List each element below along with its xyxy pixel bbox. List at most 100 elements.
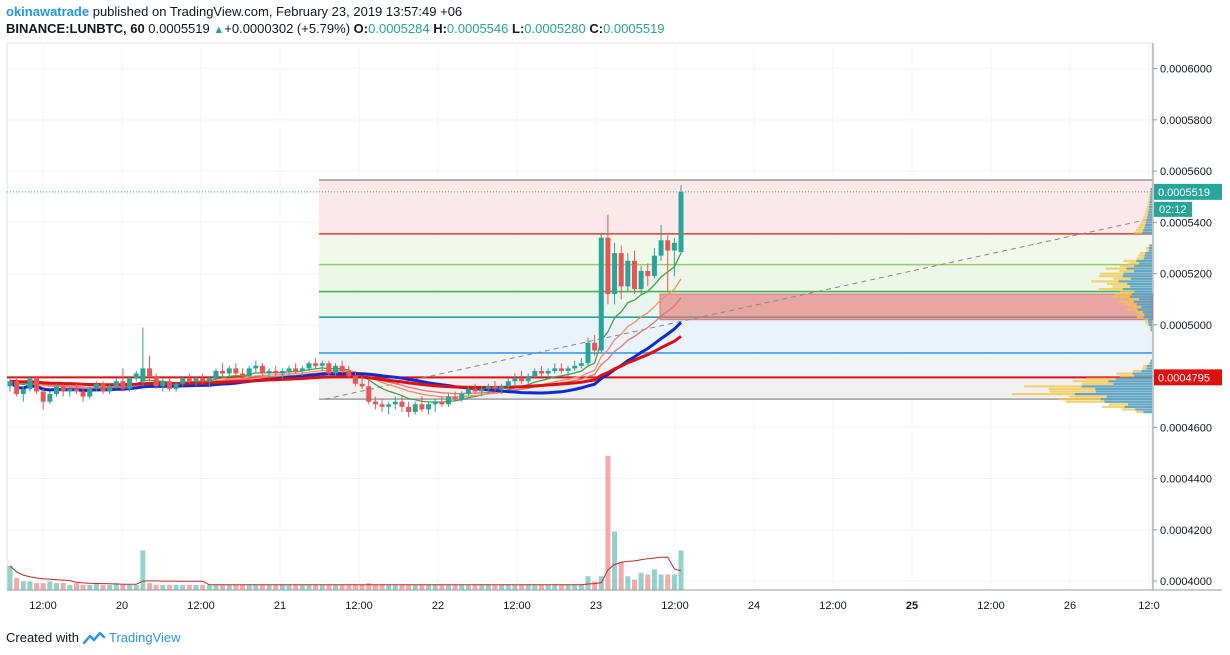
volume-profile-bar <box>1100 398 1152 401</box>
volume-bar <box>485 584 491 590</box>
tradingview-brand[interactable]: TradingView <box>108 630 181 645</box>
candle-body <box>7 381 13 387</box>
y-tick-label: 0.0006000 <box>1160 64 1212 76</box>
candle-body <box>525 376 531 382</box>
candle-body <box>479 388 485 392</box>
volume-profile-bar <box>1146 218 1152 221</box>
volume-bar <box>558 584 564 590</box>
candle-body <box>200 378 206 382</box>
candle-body <box>60 386 66 392</box>
volume-bar <box>113 583 119 590</box>
volume-bars <box>7 455 684 590</box>
volume-bar <box>612 531 618 590</box>
candle-body <box>213 370 219 379</box>
volume-profile-bar <box>1150 326 1152 329</box>
fib-retracement[interactable] <box>7 179 1153 400</box>
created-with-text: Created with <box>6 630 79 645</box>
price-axis[interactable]: 0.0004000 0.0004200 0.0004400 0.0004600 0.00… <box>1153 64 1212 588</box>
volume-bar <box>479 584 485 590</box>
volume-bar <box>67 584 73 590</box>
x-tick-label: 21 <box>274 600 286 612</box>
candle-body <box>578 363 584 366</box>
volume-profile-bar <box>1133 300 1152 303</box>
volume-bar <box>120 584 126 590</box>
volume-bar <box>625 576 631 590</box>
x-tick-label: 25 <box>906 600 918 612</box>
volume-profile-bar <box>1150 198 1152 201</box>
volume-bar <box>638 572 644 590</box>
volume-bar <box>658 574 664 590</box>
volume-bar <box>213 584 219 590</box>
volume-bar <box>47 581 53 590</box>
volume-bar <box>27 581 33 590</box>
last-price-badge: 0.0005519 02:12 <box>1154 183 1222 217</box>
volume-profile-bar <box>1108 380 1152 383</box>
volume-bar <box>80 584 86 590</box>
x-tick-label: 12:00 <box>187 600 215 612</box>
candle-body <box>545 370 551 374</box>
volume-profile-bar <box>1143 257 1152 260</box>
candle-body <box>386 404 392 407</box>
low-label: L: <box>512 21 525 36</box>
volume-profile-bar <box>1130 285 1152 288</box>
volume-bar <box>419 584 425 590</box>
volume-profile-bar <box>1122 275 1152 278</box>
volume-profile-bar <box>1134 270 1152 273</box>
volume-bar <box>206 584 212 590</box>
candle-body <box>459 394 465 400</box>
candle-body <box>532 370 538 377</box>
candle-body <box>538 370 544 374</box>
volume-bar <box>246 584 252 590</box>
candle-body <box>492 386 498 389</box>
candle-body <box>293 368 299 371</box>
volume-bar <box>432 584 438 590</box>
candle-body <box>605 237 611 295</box>
candle-body <box>127 378 133 389</box>
volume-profile-bar <box>1081 385 1152 388</box>
high-label: H: <box>433 21 447 36</box>
volume-bar <box>186 584 192 590</box>
up-arrow-icon: ▲ <box>213 24 225 36</box>
volume-bar <box>452 584 458 590</box>
volume-profile-bar <box>1145 252 1152 255</box>
last-price-badge-text: 0.0005519 <box>1158 187 1210 199</box>
close-value: 0.0005519 <box>603 21 665 36</box>
volume-bar <box>54 583 60 590</box>
candle-body <box>100 383 106 392</box>
time-axis[interactable]: 12:00 20 12:00 21 12:00 22 12:00 23 12:00 24 12:00… <box>29 600 1159 612</box>
volume-profile-bar <box>1142 311 1152 314</box>
candle-body <box>631 260 637 289</box>
volume-bar <box>671 574 677 590</box>
volume-profile-bar <box>1104 400 1152 403</box>
volume-profile-bar <box>1144 226 1152 229</box>
volume-bar <box>545 584 551 590</box>
author-name[interactable]: okinawatrade <box>6 4 90 19</box>
volume-profile-bar <box>1134 264 1152 268</box>
candle-body <box>598 237 604 351</box>
volume-profile-bar <box>1142 231 1152 234</box>
volume-profile-bar <box>1147 216 1152 219</box>
volume-bar <box>525 584 531 590</box>
fib-band <box>319 377 1152 400</box>
volume-bar <box>253 584 259 590</box>
volume-bar <box>34 583 40 590</box>
volume-bar <box>631 579 637 590</box>
candle-body <box>133 373 139 379</box>
candle-body <box>645 271 651 277</box>
candle-body <box>419 404 425 410</box>
x-tick-label: 12:00 <box>819 600 847 612</box>
y-tick-label: 0.0005600 <box>1160 166 1212 178</box>
candle-body <box>665 240 671 251</box>
candle-body <box>173 383 179 389</box>
candle-body <box>366 386 372 402</box>
volume-bar <box>512 584 518 590</box>
candle-body <box>40 391 46 402</box>
volume-profile-bar <box>1148 246 1152 250</box>
volume-bar <box>60 583 66 590</box>
volume-bar <box>180 584 186 590</box>
volume-profile-bar <box>1148 211 1152 214</box>
volume-profile-bar <box>1148 208 1152 211</box>
volume-profile-bar <box>1145 221 1152 224</box>
volume-bar <box>100 584 106 590</box>
